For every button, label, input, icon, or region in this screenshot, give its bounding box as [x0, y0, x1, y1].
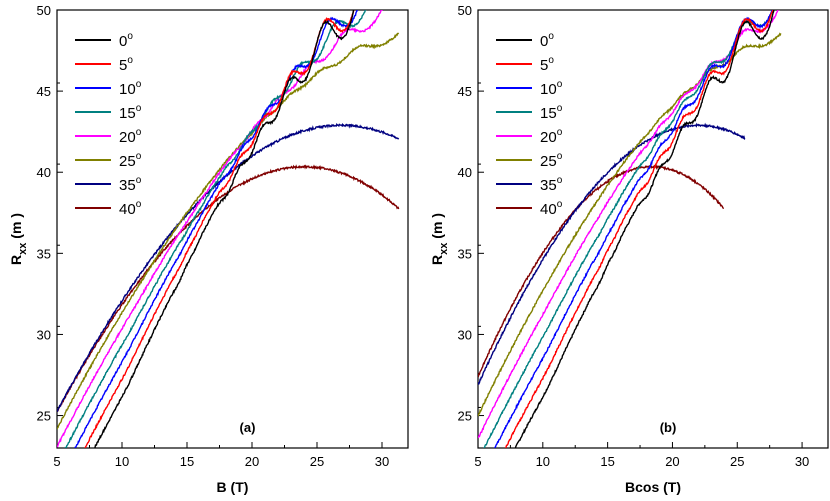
series-line-0deg: [514, 10, 775, 448]
y-tick-label: 25: [458, 409, 472, 424]
series-line-35deg: [478, 122, 746, 385]
legend-label-20deg: 20o: [540, 127, 563, 146]
y-axis-title: Rxx (m ): [8, 213, 29, 265]
legend-label-10deg: 10o: [119, 79, 142, 98]
legend-label-0deg: 0o: [119, 31, 133, 50]
y-tick-label: 45: [458, 84, 472, 99]
legend-label-25deg: 25o: [119, 151, 142, 170]
y-tick-label: 45: [37, 84, 51, 99]
series-line-35deg: [57, 122, 400, 413]
series-line-5deg: [84, 10, 355, 448]
series-lines: [478, 10, 782, 448]
series-line-40deg: [478, 163, 724, 378]
legend-label-25deg: 25o: [540, 151, 563, 170]
series-line-10deg: [493, 10, 773, 448]
legend-label-20deg: 20o: [119, 127, 142, 146]
series-line-25deg: [478, 32, 782, 417]
x-tick-label: 15: [180, 454, 194, 469]
legend-label-0deg: 0o: [540, 31, 554, 50]
series-line-40deg: [57, 164, 400, 412]
x-tick-label: 10: [536, 454, 550, 469]
y-tick-label: 50: [458, 3, 472, 18]
x-axis-title: B (T): [217, 479, 249, 495]
legend-label-10deg: 10o: [540, 79, 563, 98]
legend: 0o 5o 10o 15o 20o 25o 35o 40o: [496, 31, 563, 218]
series-line-5deg: [504, 10, 774, 448]
x-tick-label: 20: [245, 454, 259, 469]
series-line-15deg: [64, 10, 367, 448]
x-tick-label: 15: [600, 454, 614, 469]
legend-label-5deg: 5o: [119, 55, 133, 74]
y-tick-label: 35: [37, 246, 51, 261]
legend-label-35deg: 35o: [119, 175, 142, 194]
x-tick-label: 25: [310, 454, 324, 469]
x-tick-label: 10: [115, 454, 129, 469]
panel-label: (b): [660, 420, 677, 435]
series-line-15deg: [483, 10, 774, 448]
x-tick-label: 30: [375, 454, 389, 469]
panel-label: (a): [240, 420, 256, 435]
y-tick-label: 40: [458, 165, 472, 180]
legend-label-40deg: 40o: [119, 199, 142, 218]
y-tick-label: 50: [37, 3, 51, 18]
x-tick-label: 25: [730, 454, 744, 469]
legend-label-15deg: 15o: [119, 103, 142, 122]
y-tick-label: 25: [37, 409, 51, 424]
plot-frame: [477, 9, 829, 449]
series-line-10deg: [74, 10, 358, 448]
y-tick-label: 40: [37, 165, 51, 180]
x-tick-label: 5: [474, 454, 481, 469]
panel-b: 5 10 15 20 25 30 25 30 35 40 45 50 Bcos (T) Rxx (m ) (…: [429, 3, 829, 495]
y-axis-title: Rxx (m ): [429, 213, 450, 265]
legend-label-35deg: 35o: [540, 175, 563, 194]
series-line-20deg: [57, 10, 383, 448]
x-tick-label: 20: [665, 454, 679, 469]
y-tick-label: 35: [458, 246, 472, 261]
series-line-20deg: [478, 10, 780, 439]
series-line-25deg: [57, 32, 400, 430]
series-lines: [57, 10, 400, 448]
y-tick-label: 30: [37, 327, 51, 342]
legend: 0o 5o 10o 15o 20o 25o 35o 40o: [75, 31, 142, 218]
legend-label-15deg: 15o: [540, 103, 563, 122]
y-tick-label: 30: [458, 327, 472, 342]
series-line-0deg: [93, 10, 355, 448]
plot-frame: [56, 9, 409, 449]
legend-label-40deg: 40o: [540, 199, 563, 218]
x-axis-title: Bcos (T): [625, 479, 681, 495]
legend-label-5deg: 5o: [540, 55, 554, 74]
panel-a: 5 10 15 20 25 30 25 30 35 40 45 50 B (T) Rxx (m ) (a) 0…: [8, 3, 409, 495]
x-tick-label: 5: [53, 454, 60, 469]
x-tick-label: 30: [795, 454, 809, 469]
